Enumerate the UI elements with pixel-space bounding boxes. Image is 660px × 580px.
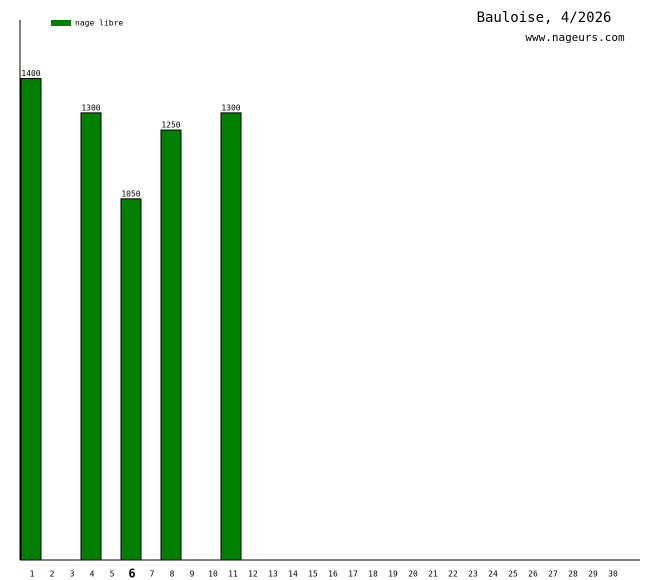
x-tick-label: 11 bbox=[228, 570, 238, 579]
x-tick-label: 22 bbox=[448, 570, 458, 579]
x-tick-label: 28 bbox=[568, 570, 578, 579]
bar bbox=[220, 112, 242, 561]
x-tick-label: 5 bbox=[110, 570, 115, 579]
value-label: 1300 bbox=[221, 103, 240, 112]
bar bbox=[20, 77, 42, 561]
bar bbox=[120, 198, 142, 561]
x-tick-label: 21 bbox=[428, 570, 438, 579]
x-tick-label: 1 bbox=[30, 570, 35, 579]
x-tick-label: 17 bbox=[348, 570, 358, 579]
x-tick-label: 18 bbox=[368, 570, 378, 579]
x-tick-label: 30 bbox=[608, 570, 618, 579]
value-label: 1300 bbox=[81, 103, 100, 112]
x-tick-label: 26 bbox=[528, 570, 538, 579]
legend-label: nage libre bbox=[75, 19, 123, 28]
x-tick-label: 19 bbox=[388, 570, 398, 579]
x-tick-label: 13 bbox=[268, 570, 278, 579]
x-tick-label: 8 bbox=[170, 570, 175, 579]
value-label: 1050 bbox=[121, 189, 140, 198]
x-tick-label: 2 bbox=[50, 570, 55, 579]
x-tick-label: 3 bbox=[70, 570, 75, 579]
chart-subtitle: www.nageurs.com bbox=[525, 31, 625, 44]
x-tick-label: 10 bbox=[208, 570, 218, 579]
bar bbox=[80, 112, 102, 561]
x-tick-label: 24 bbox=[488, 570, 498, 579]
value-label: 1250 bbox=[161, 121, 180, 130]
legend-swatch bbox=[51, 20, 71, 26]
x-tick-label: 27 bbox=[548, 570, 558, 579]
x-tick-label: 15 bbox=[308, 570, 318, 579]
x-tick-label: 7 bbox=[150, 570, 155, 579]
x-tick-label: 23 bbox=[468, 570, 478, 579]
x-tick-label: 9 bbox=[190, 570, 195, 579]
x-tick-label: 12 bbox=[248, 570, 258, 579]
x-tick-label: 29 bbox=[588, 570, 598, 579]
chart-title: Bauloise, 4/2026 bbox=[477, 10, 612, 26]
x-tick-label: 6 bbox=[128, 567, 135, 580]
bar bbox=[160, 129, 182, 561]
x-tick-label: 25 bbox=[508, 570, 518, 579]
x-tick-label: 20 bbox=[408, 570, 418, 579]
x-tick-label: 4 bbox=[90, 570, 95, 579]
x-tick-label: 14 bbox=[288, 570, 298, 579]
value-label: 1400 bbox=[21, 69, 40, 78]
x-tick-label: 16 bbox=[328, 570, 338, 579]
